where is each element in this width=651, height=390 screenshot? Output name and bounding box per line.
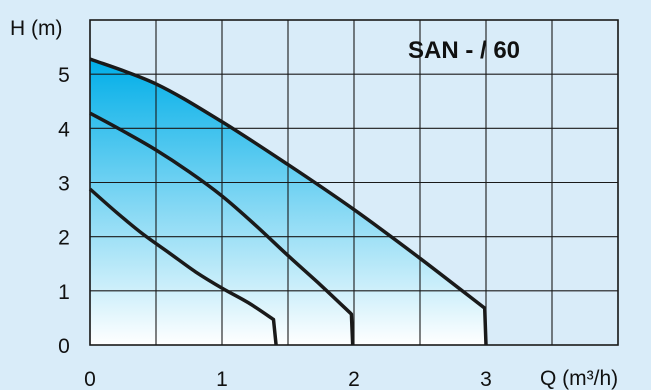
curves	[88, 57, 488, 346]
performance-curve-3	[89, 57, 488, 346]
y-tick-label: 0	[58, 335, 70, 358]
x-tick-label: 2	[348, 368, 360, 390]
y-axis-label: H (m)	[10, 17, 62, 40]
performance-curve-1	[88, 187, 278, 346]
performance-curve-2	[89, 111, 355, 346]
x-tick-label: 0	[84, 368, 96, 390]
x-tick-label: 1	[216, 368, 228, 390]
y-tick-label: 2	[58, 227, 70, 250]
chart-title: SAN - / 60	[408, 37, 520, 64]
plot-frame	[89, 19, 619, 346]
tick-labels: 0 1 2 3 0 1 2 3 4 5	[58, 64, 492, 390]
y-tick-label: 3	[58, 173, 70, 196]
x-tick-label: 3	[480, 368, 492, 390]
y-tick-label: 1	[58, 281, 70, 304]
grid	[89, 19, 619, 346]
y-tick-label: 4	[58, 118, 70, 141]
x-axis-label: Q (m³/h)	[540, 367, 618, 390]
y-tick-label: 5	[58, 64, 70, 87]
